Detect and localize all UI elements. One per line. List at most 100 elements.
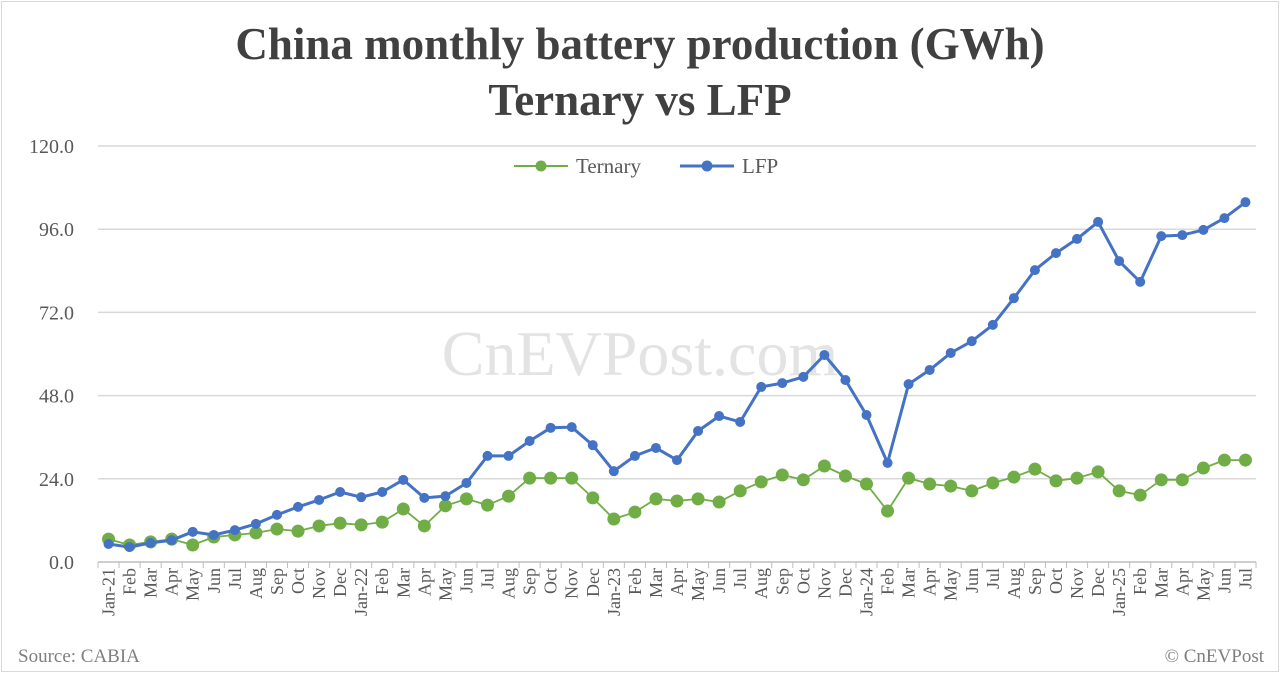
data-point-lfp: [861, 410, 872, 421]
data-point-lfp: [672, 455, 682, 466]
data-point-ternary: [396, 502, 410, 516]
data-point-lfp: [629, 450, 640, 461]
data-point-ternary: [186, 538, 200, 552]
x-tick-label: May: [183, 568, 203, 601]
x-tick-label: Jun: [709, 568, 729, 593]
x-tick-label: Jul: [478, 568, 498, 589]
y-tick-label: 96.0: [39, 219, 74, 241]
data-point-lfp: [840, 375, 851, 385]
data-point-lfp: [1240, 197, 1251, 208]
watermark: CnEVPost.com: [442, 318, 838, 389]
x-tick-label: Mar: [141, 568, 161, 598]
data-point-ternary: [1007, 470, 1021, 484]
data-point-lfp: [777, 378, 788, 389]
x-tick-label: May: [435, 568, 455, 601]
x-tick-label: Mar: [646, 568, 666, 598]
x-tick-label: Feb: [372, 568, 392, 595]
y-tick-label: 0.0: [49, 552, 74, 574]
data-point-ternary: [796, 473, 810, 487]
data-point-lfp: [271, 509, 282, 520]
x-tick-label: Apr: [1172, 568, 1192, 596]
data-point-lfp: [166, 535, 177, 546]
data-point-lfp: [419, 492, 430, 503]
data-point-lfp: [293, 501, 304, 512]
y-tick-label: 120.0: [29, 136, 74, 158]
data-point-ternary: [817, 459, 831, 473]
data-point-ternary: [628, 505, 642, 519]
x-tick-label: Aug: [1004, 568, 1024, 599]
x-tick-label: May: [1193, 568, 1213, 601]
data-point-ternary: [1028, 462, 1042, 476]
copyright-note: © CnEVPost: [1164, 646, 1264, 667]
data-point-ternary: [881, 504, 895, 518]
data-point-ternary: [1154, 473, 1168, 487]
x-tick-label: Dec: [1088, 568, 1108, 597]
data-point-ternary: [481, 498, 495, 512]
data-point-ternary: [733, 484, 747, 498]
data-point-lfp: [524, 436, 535, 447]
data-point-ternary: [1175, 473, 1189, 487]
data-point-ternary: [754, 475, 768, 489]
data-point-lfp: [650, 442, 661, 453]
data-point-ternary: [312, 519, 326, 533]
data-point-ternary: [502, 489, 516, 503]
x-tick-label: Jan-25: [1109, 568, 1129, 616]
data-point-ternary: [1091, 465, 1105, 479]
data-point-lfp: [482, 450, 493, 461]
data-point-lfp: [1198, 224, 1209, 235]
data-point-ternary: [375, 515, 389, 529]
data-point-ternary: [859, 477, 873, 491]
x-tick-label: Sep: [1025, 568, 1045, 595]
y-tick-label: 48.0: [39, 386, 74, 408]
data-point-ternary: [649, 492, 663, 506]
data-point-lfp: [924, 364, 935, 375]
x-tick-label: Nov: [562, 568, 582, 599]
data-point-ternary: [838, 469, 852, 483]
data-point-lfp: [1156, 231, 1167, 242]
x-tick-label: Jun: [456, 568, 476, 593]
data-point-lfp: [714, 411, 725, 422]
data-point-ternary: [691, 492, 705, 506]
x-tick-label: Dec: [835, 568, 855, 597]
data-point-ternary: [586, 491, 600, 505]
x-tick-label: Oct: [541, 568, 561, 594]
chart-title: China monthly battery production (GWh): [235, 19, 1045, 69]
x-tick-label: Mar: [393, 568, 413, 598]
x-tick-label: Aug: [246, 568, 266, 599]
data-point-lfp: [314, 494, 325, 505]
x-tick-label: Apr: [414, 568, 434, 596]
data-point-ternary: [1112, 484, 1126, 498]
data-point-ternary: [1238, 453, 1252, 467]
data-point-ternary: [249, 526, 263, 540]
data-point-ternary: [333, 516, 347, 530]
data-point-lfp: [103, 538, 114, 549]
x-tick-label: Oct: [288, 568, 308, 594]
data-point-ternary: [775, 468, 789, 482]
data-point-lfp: [945, 347, 956, 358]
source-note: Source: CABIA: [18, 646, 140, 667]
x-tick-label: May: [688, 568, 708, 601]
x-tick-label: Jan-24: [856, 568, 876, 616]
x-tick-label: May: [941, 568, 961, 601]
data-point-lfp: [1177, 230, 1188, 241]
data-point-lfp: [377, 486, 388, 497]
data-point-lfp: [1008, 293, 1019, 304]
x-tick-label: Jul: [983, 568, 1003, 589]
data-point-lfp: [208, 529, 219, 540]
data-point-lfp: [735, 416, 746, 427]
data-point-ternary: [902, 471, 916, 485]
x-tick-label: Jun: [962, 568, 982, 593]
data-point-ternary: [1217, 453, 1231, 467]
data-point-ternary: [1049, 474, 1063, 488]
data-point-lfp: [1050, 248, 1061, 259]
x-tick-label: Jan-22: [351, 568, 371, 616]
x-tick-label: Feb: [1130, 568, 1150, 595]
data-point-lfp: [398, 474, 409, 485]
chart-subtitle: Ternary vs LFP: [488, 75, 792, 125]
data-point-lfp: [356, 492, 367, 503]
x-tick-label: Nov: [1067, 568, 1087, 599]
x-tick-label: Mar: [1151, 568, 1171, 598]
data-point-ternary: [1070, 471, 1084, 485]
y-tick-label: 24.0: [39, 469, 74, 491]
